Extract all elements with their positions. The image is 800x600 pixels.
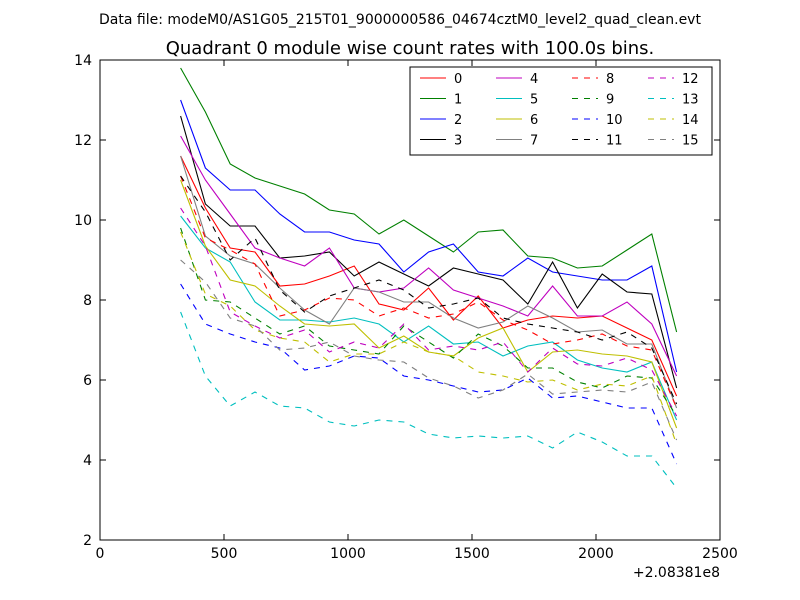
series-line-11 (180, 175, 678, 405)
legend-box (409, 66, 713, 156)
series-line-3 (180, 115, 678, 389)
legend-label-13: 13 (682, 93, 699, 108)
x-offset-label: +2.08381e8 (633, 565, 720, 581)
series-line-0 (180, 155, 678, 397)
plot-area (180, 67, 678, 489)
y-tick-label: 12 (74, 133, 92, 149)
series-line-4 (180, 135, 678, 377)
series-line-12 (180, 207, 678, 417)
series-line-8 (180, 175, 678, 409)
series-line-10 (180, 283, 678, 465)
chart-title: Quadrant 0 module wise count rates with … (166, 38, 655, 59)
legend-label-14: 14 (682, 113, 699, 128)
legend-label-15: 15 (682, 134, 699, 149)
x-tick-label: 1500 (454, 546, 490, 562)
legend-label-7: 7 (530, 134, 538, 149)
legend-label-11: 11 (606, 134, 623, 149)
x-tick-label: 1000 (330, 546, 366, 562)
legend-label-5: 5 (530, 93, 538, 108)
legend-label-0: 0 (454, 72, 462, 87)
legend-label-10: 10 (606, 113, 623, 128)
y-tick-label: 6 (83, 373, 92, 389)
x-tick-label: 2500 (702, 546, 738, 562)
y-tick-label: 2 (83, 533, 92, 549)
legend-label-12: 12 (682, 72, 699, 87)
x-tick-label: 500 (211, 546, 238, 562)
legend-label-6: 6 (530, 113, 538, 128)
series-line-13 (180, 311, 678, 489)
y-tick-label: 8 (83, 293, 92, 309)
series-line-14 (180, 231, 678, 445)
legend-label-8: 8 (606, 72, 614, 87)
series-line-1 (180, 67, 678, 333)
series-line-7 (180, 155, 678, 409)
series-line-5 (180, 215, 678, 421)
legend-label-9: 9 (606, 93, 614, 108)
x-tick-label: 2000 (578, 546, 614, 562)
legend-label-1: 1 (454, 93, 462, 108)
y-tick-label: 4 (83, 453, 92, 469)
legend-label-2: 2 (454, 113, 462, 128)
y-tick-label: 10 (74, 213, 92, 229)
x-tick-label: 0 (96, 546, 105, 562)
chart-suptitle: Data file: modeM0/AS1G05_215T01_90000005… (99, 12, 701, 28)
y-tick-label: 14 (74, 53, 92, 69)
legend-label-4: 4 (530, 72, 538, 87)
series-line-2 (180, 99, 678, 373)
legend-label-3: 3 (454, 134, 462, 149)
series-line-9 (180, 227, 678, 417)
